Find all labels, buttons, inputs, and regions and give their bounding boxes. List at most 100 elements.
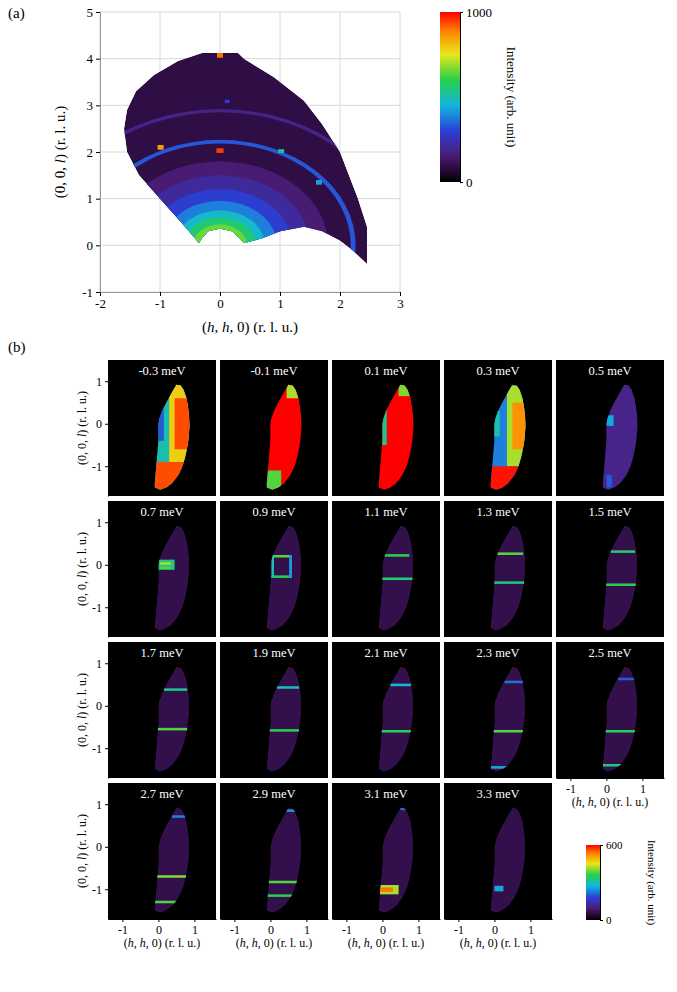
panel-title: 2.5 meV: [588, 646, 631, 660]
intensity-cell: [375, 381, 415, 492]
bragg-spot: [225, 100, 230, 103]
panel: 0.9 meV: [220, 501, 328, 637]
plot-area: [487, 381, 527, 492]
coverage-area: [491, 667, 527, 772]
panel: 1.5 meV: [556, 501, 664, 637]
colorbar-tick: 1000: [460, 5, 492, 20]
intensity-cell: [379, 578, 415, 581]
panel-background: [332, 501, 440, 637]
x-tick-label: 0: [380, 923, 386, 937]
panel: 2.5 meV-101(h, h, 0) (r. l. u.): [556, 642, 665, 809]
panel: 0.5 meV: [556, 360, 664, 496]
bragg-spot: [316, 180, 322, 185]
x-tick: -1: [454, 919, 464, 937]
x-tick: 1: [304, 919, 310, 937]
y-tick-mark: [105, 804, 108, 805]
y-tick: -1: [92, 601, 108, 615]
plot-area: [155, 808, 191, 913]
intensity-disc: [112, 161, 328, 292]
intensity-cell: [151, 381, 191, 492]
plot-area: [599, 381, 639, 492]
y-tick-mark: [105, 381, 108, 382]
intensity-cell: [151, 407, 164, 441]
plot-area: [379, 526, 415, 631]
y-tick-mark: [105, 748, 108, 749]
plot-area: [263, 381, 303, 492]
x-tick-label: 0: [156, 923, 162, 937]
intensity-cell: [497, 552, 523, 555]
plot-area: [267, 526, 302, 631]
y-tick: 2: [87, 145, 101, 160]
label-part: , 0) (r. l. u.): [258, 936, 313, 950]
intensity-cell: [158, 560, 174, 570]
intensity-cell: [271, 575, 292, 578]
y-axis-title: (0, 0, l) (r. l. u.): [52, 106, 69, 199]
colorbar-scale: [440, 12, 460, 182]
y-tick: 1: [96, 798, 108, 812]
y-tick-mark: [96, 105, 100, 106]
x-tick: -1: [230, 919, 240, 937]
panel-background: [332, 783, 440, 919]
y-tick-label: 1: [87, 191, 94, 206]
y-tick-label: -1: [92, 601, 102, 615]
coverage-area: [267, 808, 303, 913]
intensity-cell: [491, 766, 527, 769]
colorbar: 0600Intensity (arb. unit): [586, 839, 658, 926]
x-tick-label: -1: [155, 296, 166, 311]
y-tick: 0: [96, 417, 108, 431]
x-axis-title: (h, h, 0) (r. l. u.): [236, 936, 313, 950]
plot-area: [603, 667, 639, 772]
y-axis: -101: [92, 361, 109, 497]
y-tick: 1: [96, 516, 108, 530]
y-axis-line: [108, 502, 109, 638]
grid-line: [100, 58, 400, 59]
coverage: [155, 667, 190, 772]
intensity-cell: [155, 728, 191, 731]
plot-area: [491, 526, 527, 631]
intensity-cell: [151, 462, 191, 492]
colorbar-tick: 0: [600, 914, 612, 926]
intensity-cell: [164, 688, 187, 691]
panel-title: 2.1 meV: [364, 646, 407, 660]
colorbar-axis-line: [460, 13, 461, 183]
colorbar-tick-mark: [600, 845, 603, 846]
coverage-area: [151, 381, 191, 492]
intensity-cell: [155, 875, 191, 878]
coverage: [379, 667, 414, 772]
coverage: [491, 808, 526, 913]
coverage-area: [155, 526, 190, 631]
y-tick-label: 0: [87, 238, 94, 253]
plot-area: [267, 667, 303, 772]
x-axis: -101: [221, 919, 329, 937]
y-tick-label: -1: [92, 742, 102, 756]
coverage-area: [379, 526, 415, 631]
grid-line: [100, 12, 400, 13]
label-part: (0, 0,: [75, 578, 89, 606]
x-tick: 1: [640, 778, 646, 796]
x-axis-line: [221, 919, 329, 920]
plot-area: [379, 667, 415, 772]
y-tick-label: 1: [96, 798, 102, 812]
x-tick: 2: [337, 292, 344, 311]
panel: 1.9 meV: [220, 642, 328, 778]
panel-label: (b): [8, 339, 26, 356]
y-tick: 3: [87, 98, 101, 113]
y-tick-label: 1: [96, 516, 102, 530]
coverage: [155, 526, 190, 631]
x-tick: 1: [192, 919, 198, 937]
plot-area: [379, 808, 414, 913]
x-tick-label: 1: [416, 923, 422, 937]
coverage-area: [267, 667, 303, 772]
y-tick-label: -1: [92, 883, 102, 897]
label-part: , 0) (r. l. u.): [146, 936, 201, 950]
label-part: ) (r. l. u.): [75, 814, 89, 857]
panel: -0.3 meV-101(0, 0, l) (r. l. u.): [75, 360, 216, 497]
label-part: , 0) (r. l. u.): [370, 936, 425, 950]
label-part: ) (r. l. u.): [75, 673, 89, 716]
panel: 0.3 meV: [444, 360, 552, 496]
panel-background: [556, 642, 664, 778]
panel-background: [444, 783, 552, 919]
intensity-cell: [383, 554, 409, 557]
panel: 2.7 meV-101(0, 0, l) (r. l. u.)-101(h, h…: [75, 783, 217, 950]
x-axis-title: (h, h, 0) (r. l. u.): [348, 936, 425, 950]
